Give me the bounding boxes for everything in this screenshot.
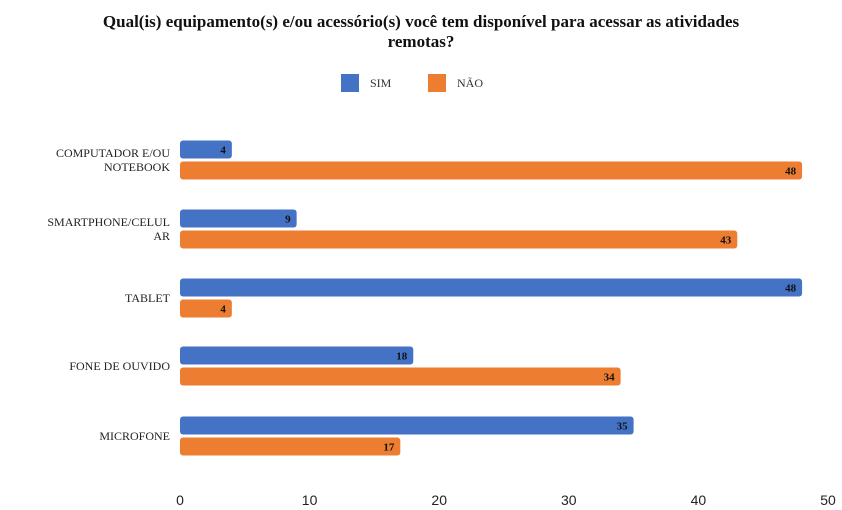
data-label: 35	[617, 421, 629, 433]
x-tick-label: 30	[561, 492, 577, 508]
bar-não	[180, 299, 232, 318]
bar-sim	[180, 346, 414, 365]
chart-title: Qual(is) equipamento(s) e/ou acessório(s…	[103, 12, 740, 51]
data-label: 43	[720, 235, 732, 247]
data-label: 48	[785, 283, 797, 295]
x-axis-ticks: 0 10 20 30 40 50	[176, 492, 836, 508]
bar-não	[180, 161, 803, 180]
data-label: 17	[383, 442, 395, 454]
data-label: 9	[285, 214, 291, 226]
data-label: 4	[220, 304, 226, 316]
bar-não	[180, 367, 621, 386]
bar-não	[180, 230, 738, 249]
category-label: TABLET	[125, 291, 171, 305]
legend-label: SIM	[370, 76, 392, 90]
category-label: AR	[153, 229, 170, 243]
x-tick-label: 20	[431, 492, 447, 508]
bars: 4 48 9 43 48 4 18 34 35 17	[180, 140, 803, 456]
data-label: 34	[604, 372, 616, 384]
data-label: 48	[785, 166, 797, 178]
category-label: NOTEBOOK	[104, 160, 170, 174]
chart-title-line: Qual(is) equipamento(s) e/ou acessório(s…	[103, 12, 740, 31]
bar-sim	[180, 140, 232, 159]
chart-legend: SIM NÃO	[341, 74, 483, 92]
legend-label: NÃO	[457, 76, 483, 90]
legend-swatch-não	[428, 74, 446, 92]
x-tick-label: 0	[176, 492, 184, 508]
bar-sim	[180, 416, 634, 435]
data-label: 18	[396, 351, 408, 363]
category-label: SMARTPHONE/CELUL	[47, 215, 170, 229]
bar-sim	[180, 278, 803, 297]
x-tick-label: 40	[691, 492, 707, 508]
category-label: FONE DE OUVIDO	[69, 359, 170, 373]
x-tick-label: 50	[820, 492, 836, 508]
category-label: COMPUTADOR E/OU	[56, 146, 170, 160]
category-label: MICROFONE	[99, 429, 170, 443]
x-tick-label: 10	[302, 492, 318, 508]
bar-sim	[180, 209, 297, 228]
data-label: 4	[220, 145, 226, 157]
bar-não	[180, 437, 401, 456]
legend-swatch-sim	[341, 74, 359, 92]
chart-title-line: remotas?	[388, 32, 455, 51]
